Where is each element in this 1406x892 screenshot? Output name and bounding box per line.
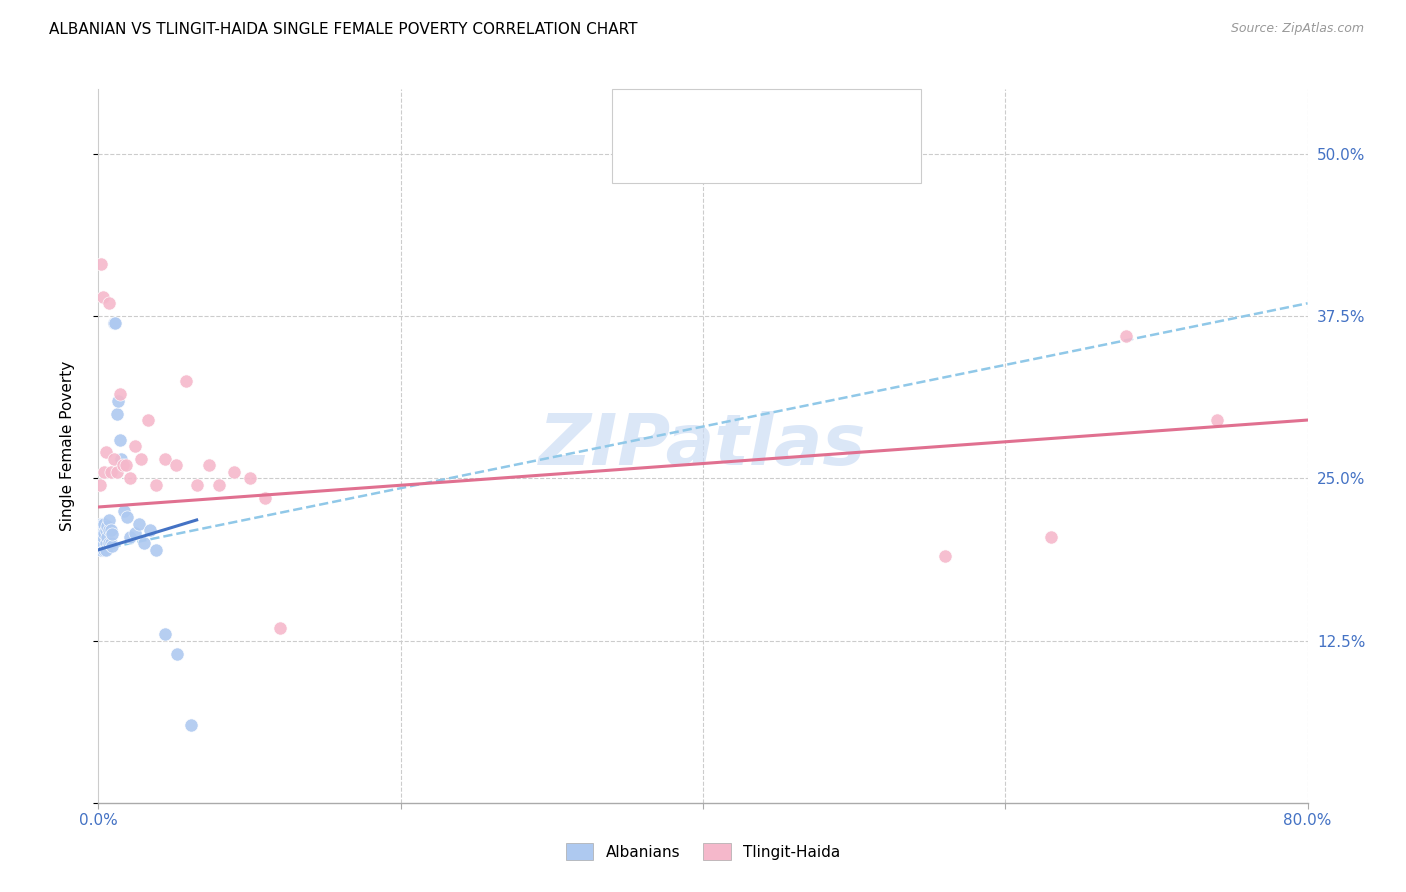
Point: [89, 478, 111, 492]
Y-axis label: Single Female Poverty: Single Female Poverty: [60, 361, 75, 531]
Point: [100, 465, 122, 479]
Point: [1206, 413, 1229, 427]
Point: [94, 524, 117, 538]
Point: [108, 433, 131, 447]
Point: [120, 471, 142, 485]
Point: [110, 452, 132, 467]
Text: ZIPatlas: ZIPatlas: [540, 411, 866, 481]
Point: [93, 525, 115, 540]
Point: [101, 539, 124, 553]
Point: [96, 530, 118, 544]
Point: [174, 374, 197, 388]
Point: [94, 542, 117, 557]
Text: R =: R =: [671, 110, 704, 125]
Point: [129, 452, 152, 467]
Text: ALBANIAN VS TLINGIT-HAIDA SINGLE FEMALE POVERTY CORRELATION CHART: ALBANIAN VS TLINGIT-HAIDA SINGLE FEMALE …: [49, 22, 638, 37]
Point: [208, 478, 231, 492]
Point: [153, 627, 176, 641]
Point: [145, 542, 167, 557]
Point: [108, 387, 131, 401]
Point: [90, 542, 112, 557]
Point: [91, 516, 114, 531]
Point: [100, 536, 122, 550]
Point: [224, 465, 246, 479]
Point: [93, 542, 115, 557]
Point: [98, 524, 121, 538]
Point: [93, 465, 115, 479]
Point: [114, 458, 136, 473]
Point: [197, 458, 219, 473]
Point: [120, 530, 142, 544]
Point: [105, 465, 128, 479]
Point: [93, 516, 115, 531]
Text: 0.086: 0.086: [710, 110, 758, 125]
Text: 31: 31: [804, 145, 825, 161]
Point: [94, 536, 117, 550]
Point: [91, 524, 114, 538]
Text: Source: ZipAtlas.com: Source: ZipAtlas.com: [1230, 22, 1364, 36]
Point: [90, 516, 112, 531]
Point: [104, 316, 127, 330]
Point: [90, 257, 112, 271]
Point: [107, 393, 129, 408]
Point: [239, 471, 262, 485]
Text: 0.147: 0.147: [710, 145, 758, 161]
Point: [1115, 328, 1137, 343]
Point: [253, 491, 276, 505]
Point: [166, 647, 188, 661]
Point: [269, 621, 291, 635]
Point: [91, 290, 114, 304]
Point: [186, 478, 208, 492]
Point: [139, 524, 162, 538]
Point: [98, 296, 121, 310]
Point: [98, 513, 121, 527]
Point: [103, 452, 125, 467]
Point: [91, 536, 114, 550]
Point: [145, 478, 167, 492]
Point: [89, 536, 111, 550]
Point: [111, 458, 134, 473]
Point: [124, 439, 146, 453]
Legend: Albanians, Tlingit-Haida: Albanians, Tlingit-Haida: [560, 837, 846, 866]
Text: 41: 41: [804, 110, 825, 125]
Point: [90, 530, 112, 544]
Point: [105, 407, 128, 421]
Text: R =: R =: [671, 145, 709, 161]
Point: [98, 536, 121, 550]
Point: [1039, 530, 1062, 544]
Point: [101, 527, 124, 541]
Point: [112, 504, 135, 518]
Point: [153, 452, 176, 467]
Point: [136, 413, 159, 427]
Point: [94, 445, 117, 459]
Text: N =: N =: [762, 145, 806, 161]
Point: [180, 718, 202, 732]
Point: [96, 519, 118, 533]
Point: [124, 525, 146, 540]
Point: [132, 536, 155, 550]
Text: N =: N =: [762, 110, 806, 125]
Point: [934, 549, 956, 564]
Point: [165, 458, 187, 473]
Point: [103, 316, 125, 330]
Point: [115, 510, 138, 524]
Point: [100, 524, 122, 538]
Point: [91, 530, 114, 544]
Point: [128, 516, 150, 531]
Point: [89, 527, 111, 541]
